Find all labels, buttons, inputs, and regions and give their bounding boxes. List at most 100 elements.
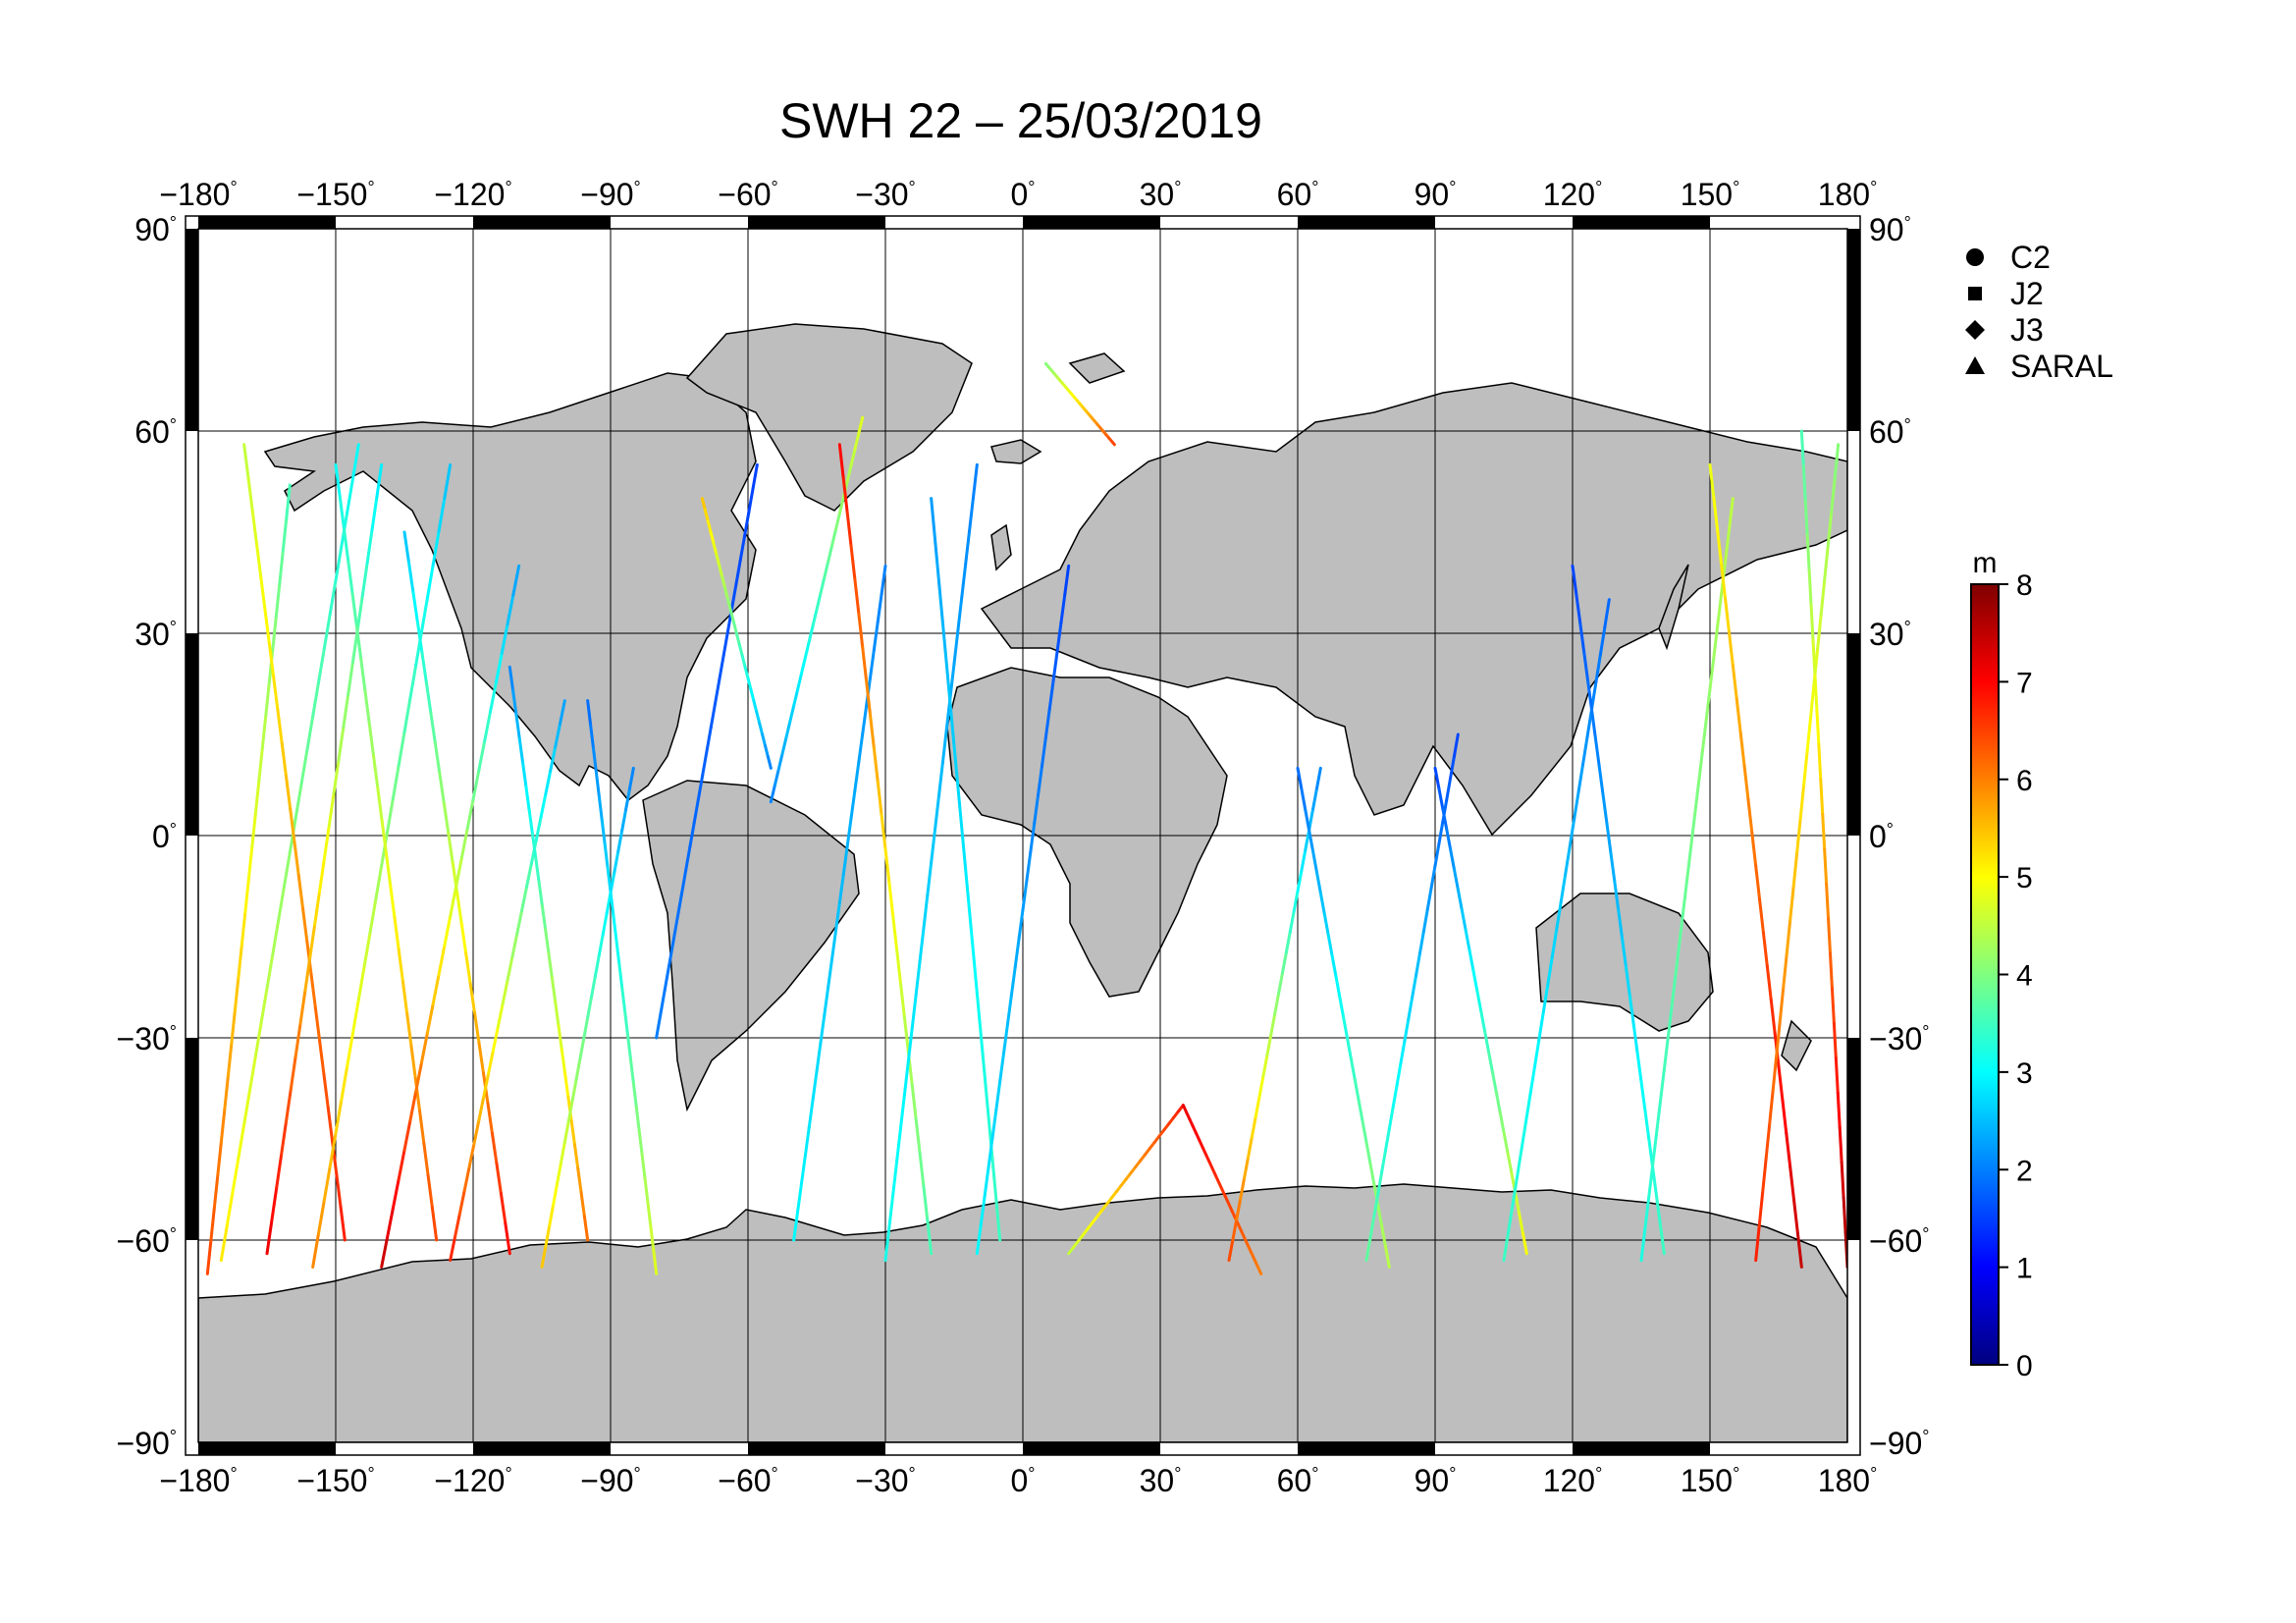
track-segment — [1486, 1050, 1494, 1073]
track-segment — [520, 886, 528, 912]
track-segment — [511, 564, 521, 597]
track-segment — [386, 1207, 395, 1240]
track-segment — [1246, 1135, 1254, 1160]
frame-segment-bottom — [1298, 1442, 1435, 1455]
track-segment — [1506, 1204, 1515, 1235]
track-segment — [1573, 790, 1580, 822]
track-segment — [738, 534, 746, 563]
track-segment — [1498, 1110, 1506, 1134]
track-segment — [730, 582, 738, 610]
track-segment — [987, 1137, 994, 1169]
track-segment — [1300, 787, 1308, 812]
degree-sign: ° — [772, 178, 778, 197]
track-segment — [491, 1025, 500, 1053]
lon-label-bottom: −90° — [580, 1463, 640, 1498]
track-segment — [792, 1210, 800, 1242]
track-segment — [1781, 1098, 1789, 1135]
track-segment — [1376, 1203, 1384, 1227]
track-segment — [223, 1074, 230, 1111]
track-33 — [1799, 429, 1847, 1269]
track-19 — [930, 497, 1002, 1242]
track-segment — [1292, 890, 1300, 914]
track-segment — [363, 689, 371, 726]
track-segment — [1296, 869, 1304, 893]
track-segment — [544, 928, 551, 955]
track-segment — [1433, 842, 1441, 868]
track-segment — [1603, 598, 1611, 629]
track-segment — [537, 880, 544, 908]
track-segment — [807, 623, 815, 644]
track-segment — [397, 1148, 406, 1181]
track-segment — [983, 1165, 990, 1198]
track-segment — [554, 722, 561, 749]
track-segment — [922, 1184, 930, 1221]
track-9 — [449, 699, 566, 1263]
track-segment — [1799, 429, 1805, 467]
track-segment — [521, 761, 528, 788]
track-segment — [437, 496, 447, 533]
track-segment — [1284, 930, 1292, 954]
track-segment — [237, 944, 243, 980]
track-segment — [703, 508, 710, 523]
track-segment — [465, 797, 475, 831]
track-segment — [949, 713, 956, 747]
track-segment — [1040, 735, 1047, 769]
track-segment — [574, 1057, 582, 1082]
track-segment — [601, 912, 609, 937]
iceland-shape — [990, 439, 1042, 464]
track-segment — [472, 1118, 481, 1146]
track-segment — [408, 664, 418, 701]
track-segment — [467, 1142, 476, 1169]
track-segment — [964, 529, 972, 567]
track-segment — [918, 1151, 926, 1188]
track-8 — [402, 530, 511, 1256]
frame-segment-bottom — [198, 1442, 336, 1455]
degree-sign: ° — [1904, 415, 1911, 435]
colorbar-unit: m — [1973, 547, 1998, 579]
track-segment — [1809, 680, 1816, 719]
track-segment — [592, 746, 598, 775]
track-segment — [259, 987, 269, 1024]
track-13 — [655, 462, 759, 1040]
track-segment — [243, 878, 250, 914]
track-segment — [1257, 1074, 1265, 1099]
track-segment — [807, 1098, 815, 1130]
track-segment — [1445, 827, 1453, 851]
track-segment — [1792, 1198, 1799, 1235]
track-segment — [205, 1239, 213, 1275]
track-segment — [926, 1217, 934, 1256]
track-segment — [715, 553, 721, 568]
track-segment — [1833, 443, 1841, 480]
track-24 — [1227, 766, 1322, 1263]
track-segment — [1047, 678, 1055, 711]
track-segment — [1273, 992, 1281, 1016]
track-4 — [265, 462, 384, 1256]
track-segment — [1589, 707, 1597, 739]
track-segment — [655, 1012, 663, 1040]
track-segment — [1689, 814, 1696, 849]
track-segment — [1658, 1068, 1666, 1104]
track-segment — [740, 654, 747, 669]
track-segment — [246, 475, 254, 513]
track-segment — [339, 1205, 347, 1242]
track-segment — [1506, 1151, 1514, 1174]
lat-label-right: −90° — [1869, 1426, 1929, 1461]
track-segment — [285, 483, 292, 519]
track-segment — [899, 1093, 906, 1130]
track-segment — [819, 575, 827, 596]
track-segment — [830, 527, 837, 548]
track-segment — [477, 739, 487, 773]
degree-sign: ° — [909, 178, 916, 197]
degree-sign: ° — [1922, 1224, 1929, 1244]
track-segment — [265, 1218, 274, 1256]
track-segment — [1511, 1175, 1519, 1208]
track-segment — [1541, 983, 1550, 1014]
track-segment — [237, 1122, 246, 1161]
track-segment — [263, 609, 271, 645]
track-segment — [1429, 864, 1437, 890]
track-segment — [372, 753, 380, 789]
track-17 — [837, 443, 934, 1256]
track-segment — [1708, 655, 1716, 691]
track-segment — [853, 577, 861, 615]
